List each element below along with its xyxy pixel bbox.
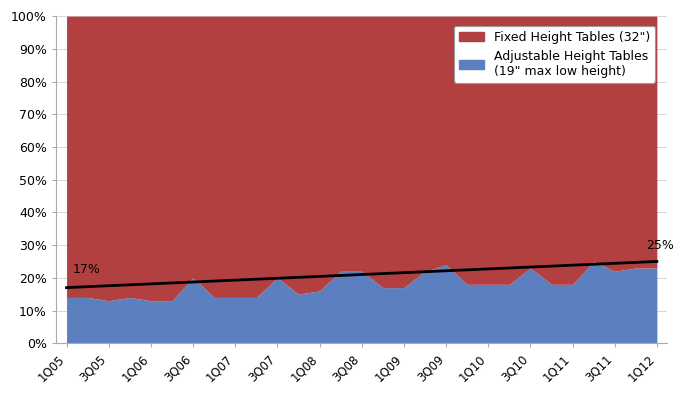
Legend: Fixed Height Tables (32"), Adjustable Height Tables
(19" max low height): Fixed Height Tables (32"), Adjustable He… xyxy=(454,26,655,83)
Text: 25%: 25% xyxy=(646,239,674,252)
Text: 17%: 17% xyxy=(73,263,100,276)
